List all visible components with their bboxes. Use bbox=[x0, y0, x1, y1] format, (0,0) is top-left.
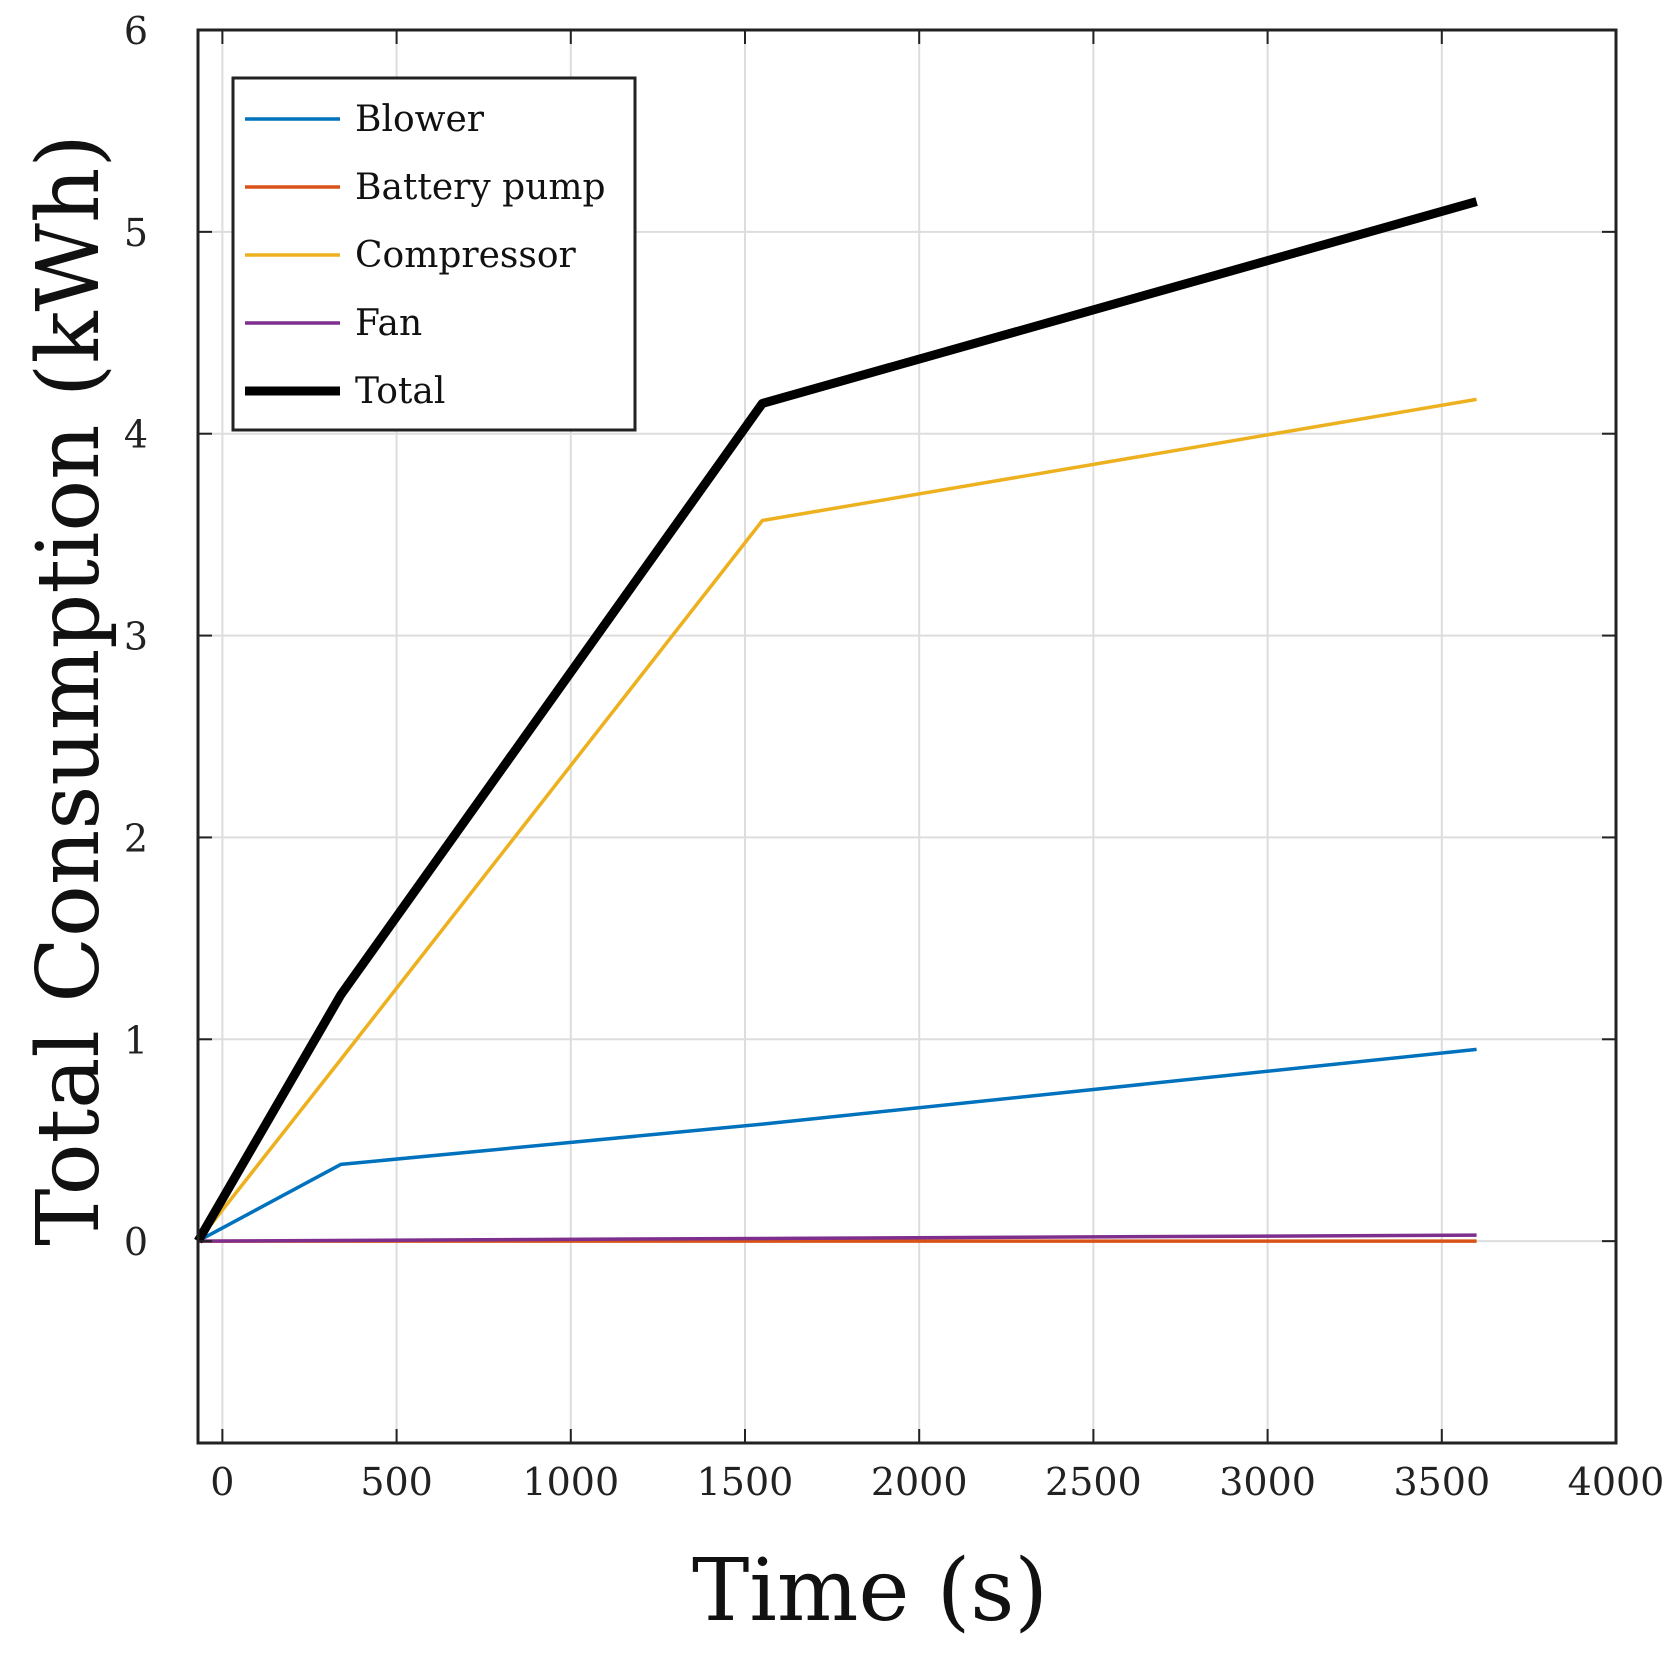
series-line-blower bbox=[197, 1047, 1477, 1243]
legend: Blower Battery pump Compressor Fan Total bbox=[231, 76, 637, 432]
legend-label-fan: Fan bbox=[355, 303, 422, 344]
x-axis-label: Time (s) bbox=[692, 1541, 1048, 1641]
x-tick-label: 1000 bbox=[522, 1460, 619, 1504]
series-line-compressor bbox=[196, 397, 1477, 1243]
y-tick-label: 2 bbox=[124, 816, 148, 860]
series-line-total bbox=[194, 197, 1478, 1244]
legend-label-total: Total bbox=[355, 371, 445, 412]
y-tick-label: 0 bbox=[124, 1220, 148, 1264]
x-tick-label: 500 bbox=[360, 1460, 433, 1504]
x-tick-label: 3000 bbox=[1219, 1460, 1316, 1504]
x-tick-label: 3500 bbox=[1393, 1460, 1490, 1504]
x-tick-label: 1500 bbox=[697, 1460, 794, 1504]
legend-label-blower: Blower bbox=[355, 99, 485, 140]
legend-label-compressor: Compressor bbox=[355, 235, 577, 276]
x-tick-label: 2500 bbox=[1045, 1460, 1142, 1504]
x-tick-label: 4000 bbox=[1568, 1460, 1665, 1504]
plot-frame bbox=[196, 28, 1618, 1445]
y-tick-label: 1 bbox=[124, 1018, 148, 1062]
axis-ticks: 0 500 1000 1500 2000 2500 3000 3500 4000 0 1 2 3 4 5 6 bbox=[124, 9, 1665, 1504]
legend-label-battery-pump: Battery pump bbox=[355, 167, 606, 208]
legend-items: Blower Battery pump Compressor Fan Total bbox=[245, 99, 606, 412]
y-tick-label: 5 bbox=[124, 211, 148, 255]
x-tick-label: 2000 bbox=[871, 1460, 968, 1504]
y-tick-label: 4 bbox=[124, 413, 148, 457]
series-lines bbox=[194, 197, 1478, 1244]
y-tick-label: 3 bbox=[124, 615, 148, 659]
x-tick-label: 0 bbox=[210, 1460, 234, 1504]
y-axis-label: Total Consumption (kWh) bbox=[19, 134, 119, 1246]
series-line-fan bbox=[197, 1233, 1477, 1243]
y-tick-label: 6 bbox=[124, 9, 148, 53]
